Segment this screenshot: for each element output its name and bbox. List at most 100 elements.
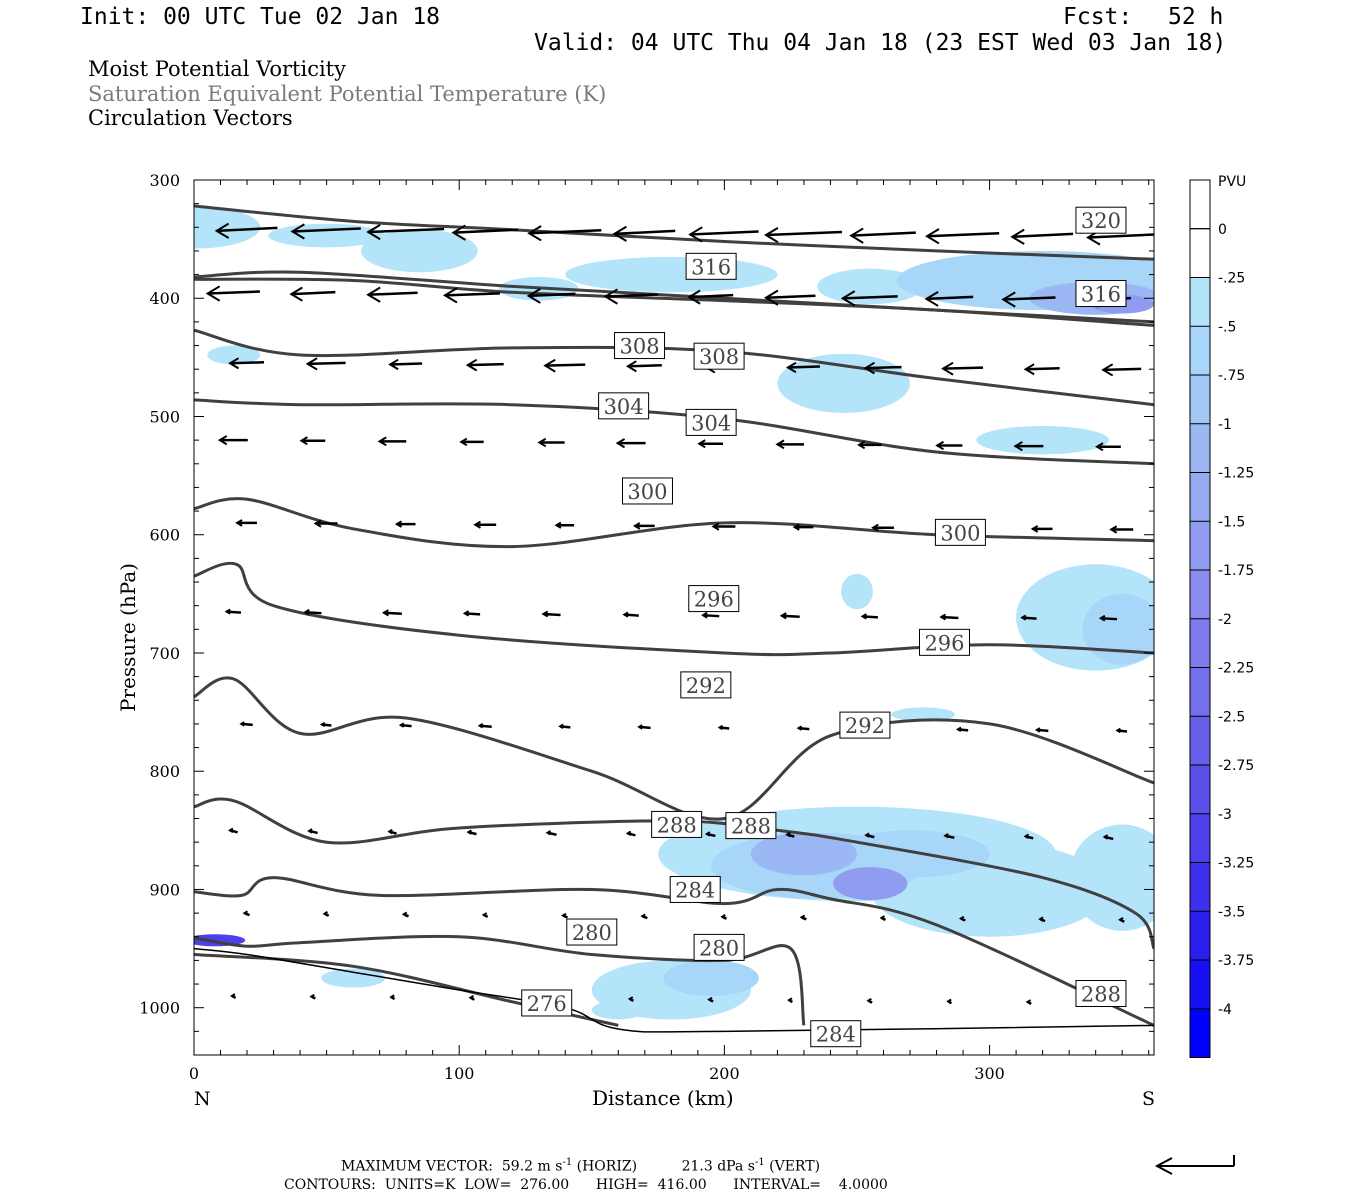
circulation-vector <box>924 291 974 307</box>
circulation-vector <box>687 289 734 305</box>
contour-label-308: 308 <box>614 332 666 360</box>
contour-label-288: 288 <box>651 810 703 838</box>
circulation-vector <box>1025 999 1032 1005</box>
plot-frame <box>193 179 1155 1056</box>
colorbar-swatch <box>1190 618 1210 668</box>
contour-label-288: 288 <box>725 812 777 840</box>
colorbar-swatch <box>1190 960 1210 1009</box>
circulation-vector <box>387 828 397 835</box>
circulation-vector <box>228 827 238 834</box>
circulation-vector <box>1115 727 1128 734</box>
circulation-vector <box>242 910 251 917</box>
circulation-vector <box>561 912 569 919</box>
circulation-vector <box>863 361 902 375</box>
circulation-vector <box>1118 917 1125 923</box>
valid-time: Valid: 04 UTC Thu 04 Jan 18 (23 EST Wed … <box>534 30 1227 56</box>
circulation-vector <box>477 723 492 729</box>
theta-es-contour-308 <box>194 328 1154 407</box>
contour-label-284: 284 <box>810 1020 862 1048</box>
pv-shade-region <box>207 345 261 365</box>
colorbar-tick-label: -4 <box>1218 1002 1232 1018</box>
contour-label-text: 284 <box>675 878 715 902</box>
contour-label-text: 276 <box>527 992 567 1016</box>
circulation-vector <box>366 286 418 303</box>
circulation-vector <box>303 608 322 616</box>
colorbar-tick-label: -3.5 <box>1218 904 1245 920</box>
circulation-vector <box>224 608 242 615</box>
colorbar-tick-label: -1.75 <box>1218 563 1254 579</box>
colorbar-tick-label: -2.5 <box>1218 709 1245 725</box>
colorbar-swatch <box>1190 472 1210 522</box>
contour-label-text: 288 <box>657 813 697 837</box>
contour-label-320: 320 <box>1075 206 1127 234</box>
circulation-vector <box>958 915 966 922</box>
circulation-vector <box>389 994 396 1001</box>
circulation-vector <box>309 993 316 1000</box>
theta-es-contour-312 <box>194 277 1154 327</box>
circulation-vector <box>1023 363 1060 376</box>
pv-shade-region <box>663 960 759 996</box>
theta-es-contour-280 <box>194 934 806 1026</box>
theta-es-contour-300 <box>194 497 1154 549</box>
contour-label-text: 316 <box>1081 283 1121 307</box>
circulation-vector <box>468 995 475 1001</box>
circulation-vector <box>381 609 402 617</box>
circulation-vector <box>704 831 716 838</box>
contour-label-text: 304 <box>691 411 731 435</box>
circulation-vector <box>764 226 842 244</box>
circulation-vector <box>299 436 326 446</box>
contour-label-276: 276 <box>521 989 573 1017</box>
vert-unit-exponent: -1 <box>754 1157 765 1168</box>
circulation-vector <box>701 611 720 619</box>
circulation-vector <box>230 993 237 999</box>
circulation-vector <box>939 613 959 621</box>
theta-es-contour-288 <box>194 797 1154 950</box>
colorbar-swatch <box>1189 228 1211 278</box>
circulation-vector <box>796 725 810 731</box>
circulation-vector <box>543 358 586 373</box>
circulation-vector <box>1030 525 1053 533</box>
contour-label-280: 280 <box>566 918 618 946</box>
vert-tag: (VERT) <box>769 1158 821 1175</box>
circulation-vector <box>697 439 724 449</box>
colorbar-swatch <box>1190 1008 1210 1058</box>
contour-label-text: 320 <box>1081 209 1121 233</box>
contour-label-text: 292 <box>686 674 726 698</box>
circulation-vector <box>1095 442 1121 452</box>
contour-label-text: 288 <box>731 815 771 839</box>
contour-label-text: 300 <box>627 480 667 504</box>
pv-shade-region <box>976 425 1109 455</box>
circulation-vector <box>637 724 651 730</box>
colorbar-swatch <box>1190 667 1210 717</box>
horiz-value: 59.2 m s <box>501 1158 563 1175</box>
contour-label-text: 296 <box>694 588 734 612</box>
circulation-vector <box>860 613 878 620</box>
circulation-vector <box>305 357 346 371</box>
horiz-tag: (HORIZ) <box>576 1158 638 1175</box>
circulation-vector <box>615 438 646 449</box>
circulation-vector <box>857 440 882 450</box>
circulation-vector <box>779 612 800 620</box>
contour-label-280: 280 <box>693 933 745 961</box>
circulation-vector <box>1010 228 1074 245</box>
circulation-vector <box>632 522 655 530</box>
circulation-vector <box>319 721 332 728</box>
circulation-vector <box>622 611 639 618</box>
contour-label-text: 292 <box>845 714 885 738</box>
circulation-vector <box>1013 441 1044 452</box>
axes: 300 400 500 600 700 800 900 1000 0 100 200 300 <box>139 171 1154 1083</box>
circulation-vector <box>462 610 481 617</box>
pv-shading <box>194 206 1154 1020</box>
pv-shade-region <box>591 1000 645 1020</box>
circulation-vector <box>625 360 662 373</box>
colorbar: PVU 0 -.25 -.5 -.75 -1 -1.25 -1.5 -1.75 -2 -2.25 -2… <box>1189 174 1254 1058</box>
pv-shade-region <box>750 832 857 876</box>
pv-shade-region <box>777 353 911 413</box>
y-tick-label: 400 <box>149 289 180 308</box>
circulation-vector <box>537 437 565 448</box>
contour-label-304: 304 <box>685 408 737 436</box>
circulation-vector <box>377 436 407 447</box>
contour-label-308: 308 <box>693 342 745 370</box>
colorbar-tick-label: -3.75 <box>1218 953 1254 969</box>
pv-shade-region <box>565 256 778 293</box>
